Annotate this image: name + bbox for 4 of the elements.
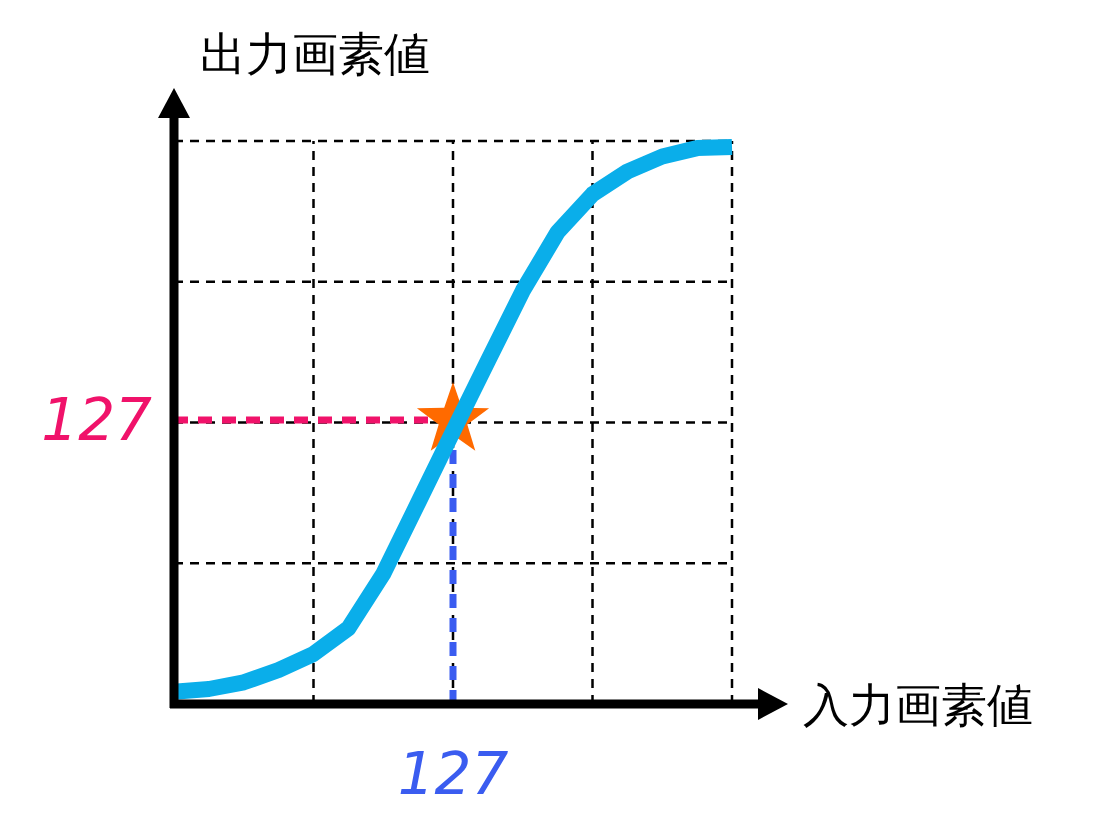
x-axis-title: 入力画素値 [803,678,1033,732]
text: 127 [397,740,509,808]
text: 127 [41,385,153,454]
y-axis-title: 出力画素値 [200,27,430,81]
